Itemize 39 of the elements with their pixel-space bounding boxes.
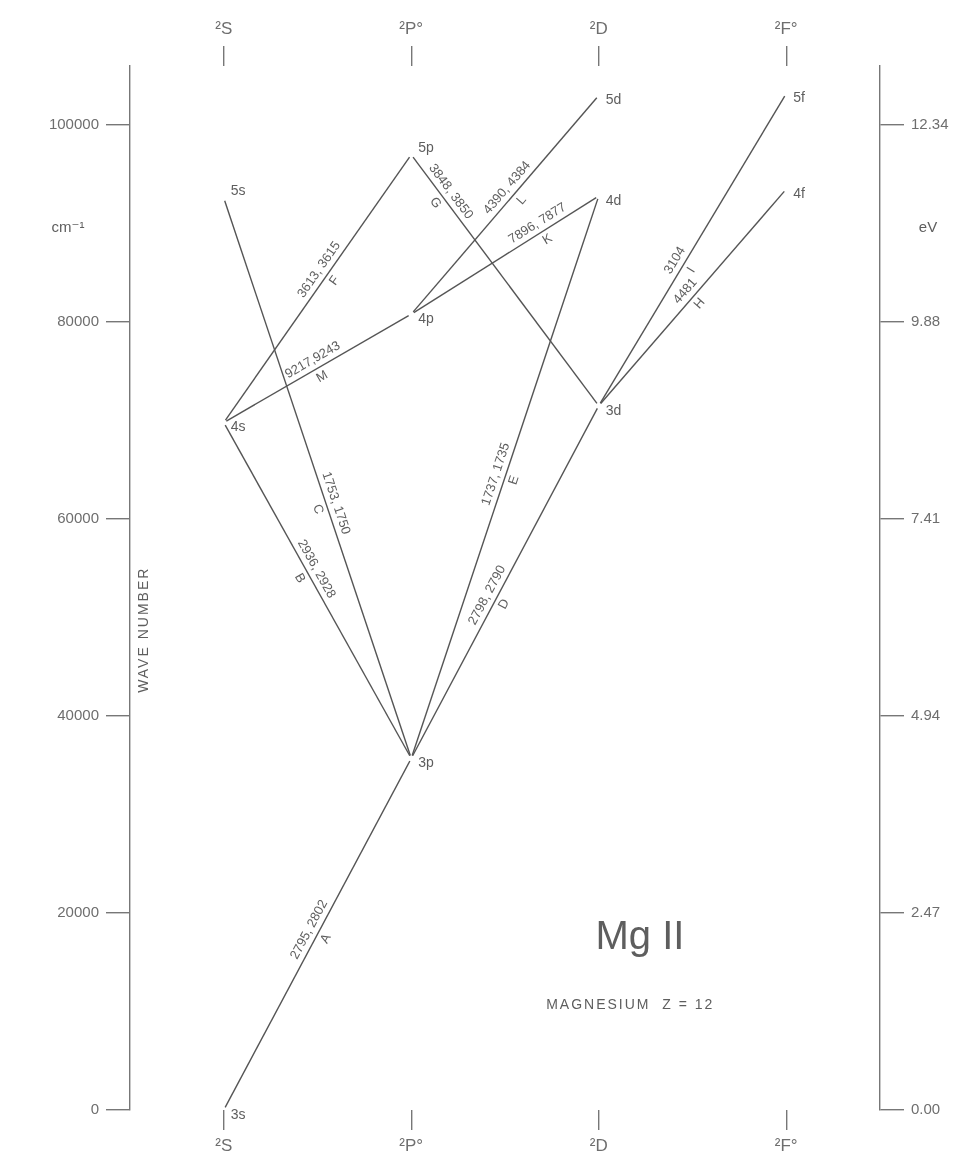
text: cm⁻¹ <box>51 217 85 235</box>
annotation: 4f <box>793 184 806 201</box>
text: Mg II <box>595 912 685 957</box>
x-tick-label: ²P° <box>399 19 424 39</box>
y-tick-label: 80000 <box>57 312 99 330</box>
annotation: 3p <box>418 754 435 771</box>
y2-tick-label: 0.00 <box>911 1100 941 1118</box>
annotation: 4p <box>418 310 435 327</box>
annotation: 3s <box>230 1105 246 1122</box>
category-label: ²S <box>215 1135 233 1155</box>
annotation: 5s <box>230 181 246 198</box>
y2-axis-title: eV <box>918 217 938 235</box>
text: 2936, 2928 B <box>291 536 340 601</box>
category-label: ²P° <box>399 1135 424 1155</box>
y2-tick-label: 4.94 <box>911 705 941 723</box>
text: MAGNESIUM Z = 12 <box>546 996 715 1013</box>
annotation: 3d <box>605 401 622 418</box>
x-tick-label: ²S <box>215 19 233 39</box>
y2-tick-label: 9.88 <box>911 311 941 329</box>
category-label: ²F° <box>774 1135 798 1155</box>
text: 1737, 1735 E <box>477 440 522 508</box>
y-tick-label: 60000 <box>57 509 99 527</box>
text: 1753, 1750 C <box>310 469 355 537</box>
y-axis-title: WAVE NUMBER <box>134 566 151 693</box>
annotation: 5f <box>793 89 806 106</box>
y2-tick-label: 12.34 <box>911 115 949 133</box>
y-tick-label: 40000 <box>57 706 99 724</box>
y-tick-label: 20000 <box>57 903 99 921</box>
category-label: ²D <box>589 1135 608 1155</box>
annotation: 4d <box>605 191 622 208</box>
annotation: 5p <box>418 138 435 155</box>
x-tick-label: ²D <box>589 19 608 39</box>
y-tick-label: 0 <box>90 1100 99 1118</box>
y-tick-label: 100000 <box>48 115 99 133</box>
annotation: 4s <box>230 418 246 435</box>
x-tick-label: ²F° <box>774 19 798 39</box>
y2-tick-label: 7.41 <box>911 508 941 526</box>
annotation: 5d <box>605 91 622 108</box>
y2-tick-label: 2.47 <box>911 902 941 920</box>
